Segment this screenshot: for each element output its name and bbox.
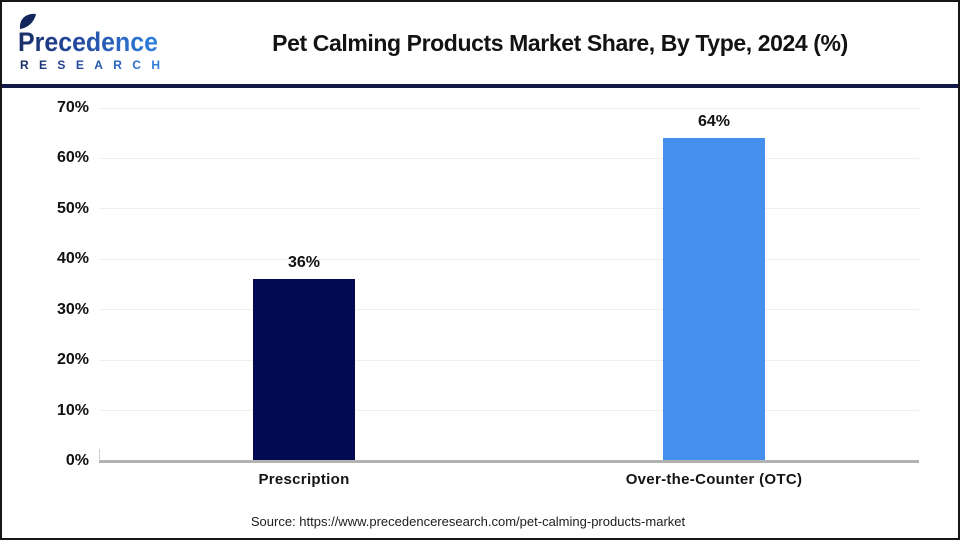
chart-title: Pet Calming Products Market Share, By Ty…	[272, 29, 848, 56]
y-tick-label-60: 60%	[56, 149, 89, 167]
source-citation: Source: https://www.precedenceresearch.c…	[250, 514, 686, 529]
y-tick-label-0: 0%	[65, 452, 89, 469]
logo-brand-text: Precedence	[18, 27, 158, 57]
category-label-prescription: Prescription	[258, 471, 350, 488]
gridline-30	[99, 309, 919, 311]
gridline-50	[99, 208, 919, 210]
x-axis-line	[99, 460, 919, 463]
header-separator	[2, 84, 958, 88]
bar-prescription	[253, 279, 355, 460]
leaf-icon	[19, 13, 36, 29]
gridline-10	[99, 410, 919, 412]
y-tick-label-50: 50%	[56, 199, 89, 217]
category-label-over-the-counter-otc: Over-the-Counter (OTC)	[625, 471, 803, 488]
y-tick-label-30: 30%	[56, 300, 89, 318]
gridline-40	[99, 258, 919, 260]
y-tick-label-10: 10%	[56, 401, 89, 419]
gridline-70	[99, 107, 919, 109]
y-axis-origin-tick	[99, 449, 100, 461]
gridline-20	[99, 359, 919, 361]
bar-over-the-counter-otc	[663, 138, 765, 460]
precedence-research-logo: Precedence RESEARCH	[18, 13, 160, 72]
value-label-over-the-counter-otc: 64%	[697, 113, 731, 131]
y-tick-label-20: 20%	[56, 351, 89, 369]
y-tick-label-40: 40%	[56, 250, 89, 268]
y-tick-label-70: 70%	[56, 99, 89, 116]
gridline-60	[99, 157, 919, 159]
value-label-prescription: 36%	[287, 254, 321, 272]
header: Precedence RESEARCH Pet Calming Products…	[2, 2, 958, 84]
